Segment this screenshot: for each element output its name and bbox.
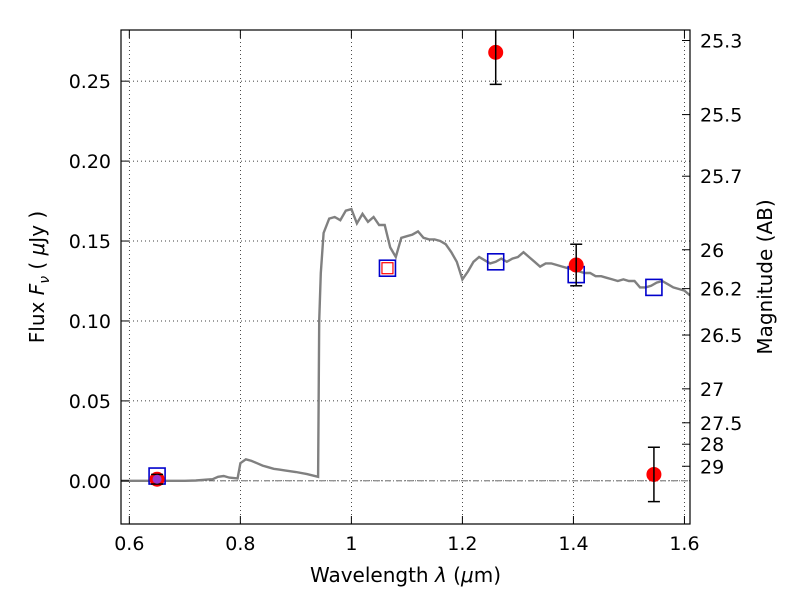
x-tick-label: 0.6 xyxy=(114,533,144,555)
mag-tick-label: 26 xyxy=(700,240,724,262)
y-tick-label: 0.05 xyxy=(69,391,111,413)
x-tick-label: 1.2 xyxy=(447,533,477,555)
mag-tick-label: 26.2 xyxy=(700,279,742,301)
model-photometry-point xyxy=(378,259,397,278)
observed-point-inner xyxy=(152,474,162,484)
x-tick-label: 0.8 xyxy=(225,533,255,555)
mag-tick-label: 25.7 xyxy=(700,166,742,188)
y-tick-label: 0.00 xyxy=(69,471,111,493)
upper-limit-point xyxy=(381,262,394,275)
mag-tick-label: 29 xyxy=(700,456,724,478)
y-tick-label: 0.10 xyxy=(69,311,111,333)
x-axis-label: Wavelength λ (μm) xyxy=(310,563,501,587)
mag-tick-label: 25.3 xyxy=(700,31,742,53)
y2-axis-label: Magnitude (AB) xyxy=(753,199,777,354)
y-tick-label: 0.25 xyxy=(69,71,111,93)
mag-tick-label: 27 xyxy=(700,379,724,401)
y-tick-label: 0.20 xyxy=(69,151,111,173)
plot-frame xyxy=(120,29,691,525)
x-tick-label: 1 xyxy=(345,533,357,555)
model-spectrum-line xyxy=(121,207,690,482)
mag-tick-label: 27.5 xyxy=(700,413,742,435)
model-photometry-point xyxy=(486,253,505,271)
y-tick-label: 0.15 xyxy=(69,231,111,253)
mag-tick-label: 25.5 xyxy=(700,105,742,127)
y-axis-label: Flux Fν ( μJy ) xyxy=(25,211,53,343)
mag-tick-label: 28 xyxy=(700,434,724,456)
x-tick-label: 1.6 xyxy=(669,533,699,555)
model-photometry-point xyxy=(645,278,663,297)
mag-tick-label: 26.5 xyxy=(700,325,742,347)
x-tick-label: 1.4 xyxy=(558,533,588,555)
